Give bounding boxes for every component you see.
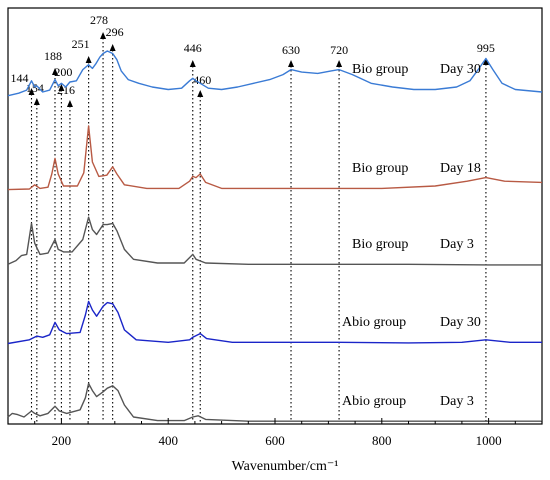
peak-marker-label: 251 <box>72 37 90 51</box>
peak-marker-arrow <box>189 60 196 67</box>
series-day-label: Day 30 <box>440 62 481 77</box>
peak-marker-label: 630 <box>282 43 300 57</box>
peak-marker-arrow <box>197 90 204 97</box>
series-group-label: Abio group <box>342 315 406 330</box>
peak-marker-arrow <box>85 56 92 63</box>
x-tick-label: 800 <box>372 433 392 448</box>
peak-marker-label: 296 <box>106 25 124 39</box>
peak-marker-label: 188 <box>44 49 62 63</box>
peak-marker-arrow <box>100 32 107 39</box>
series-labels: Bio group Day 30 Bio group Day 18 Bio group D… <box>342 62 481 409</box>
peak-marker-arrow <box>288 60 295 67</box>
peak-marker-label: 460 <box>193 73 211 87</box>
peak-marker-label: 278 <box>90 13 108 27</box>
peak-marker-label: 995 <box>477 41 495 55</box>
spectrum-line <box>7 382 542 422</box>
series-day-label: Day 18 <box>440 161 481 176</box>
spectrum-line <box>7 125 543 191</box>
series-group-label: Bio group <box>352 237 408 252</box>
peak-marker-arrow <box>33 98 40 105</box>
spectra-series <box>7 50 543 422</box>
peak-marker-arrow <box>66 100 73 107</box>
series-group-label: Bio group <box>352 62 408 77</box>
peak-marker-arrow <box>109 44 116 51</box>
spectrum-line <box>7 50 543 97</box>
peak-marker-arrow <box>51 68 58 75</box>
peak-marker-label: 200 <box>54 65 72 79</box>
x-axis-label: Wavenumber/cm⁻¹ <box>232 459 339 474</box>
peak-marker-label: 216 <box>57 83 75 97</box>
x-axis: 200 400 600 800 1000 <box>7 418 543 448</box>
series-day-label: Day 3 <box>440 394 474 409</box>
series-day-label: Day 30 <box>440 315 481 330</box>
peak-marker-label: 446 <box>184 41 202 55</box>
peak-marker-arrow <box>336 60 343 67</box>
peak-marker-label: 720 <box>330 43 348 57</box>
spectrum-line <box>7 300 542 345</box>
series-group-label: Bio group <box>352 161 408 176</box>
series-group-label: Abio group <box>342 394 406 409</box>
peak-marker-arrow <box>482 58 489 65</box>
x-tick-label: 200 <box>52 433 72 448</box>
series-day-label: Day 3 <box>440 237 474 252</box>
spectrum-line <box>7 216 542 266</box>
x-tick-label: 600 <box>265 433 285 448</box>
peak-marker-arrow <box>28 88 35 95</box>
x-tick-label: 1000 <box>476 433 502 448</box>
peak-marker-arrow <box>58 84 65 91</box>
x-tick-label: 400 <box>158 433 178 448</box>
peak-marker-label: 144 <box>10 71 28 85</box>
